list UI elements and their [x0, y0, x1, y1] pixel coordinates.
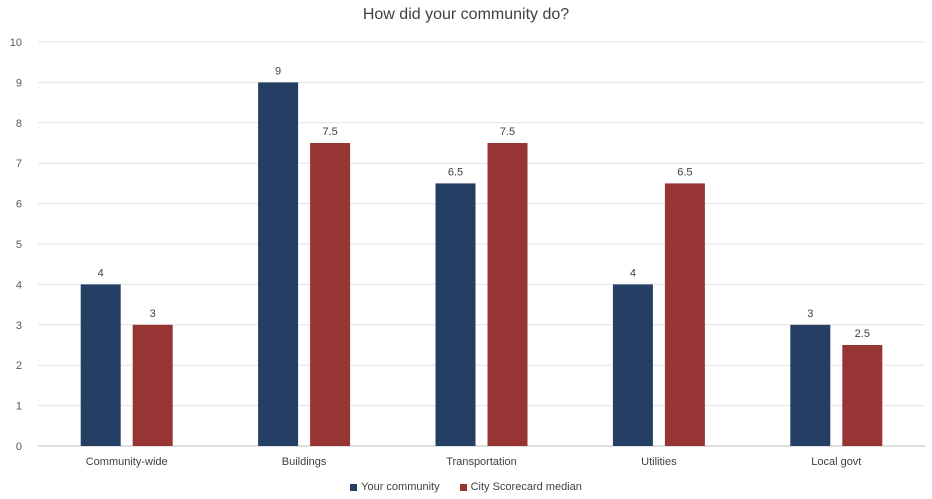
data-label: 3	[807, 308, 813, 320]
bar	[842, 345, 883, 446]
data-label: 6.5	[448, 166, 463, 178]
bar	[487, 143, 528, 446]
bar	[790, 324, 831, 446]
y-tick-label: 8	[16, 118, 22, 130]
legend: Your community City Scorecard median	[0, 481, 932, 493]
bar	[435, 183, 476, 446]
y-tick-label: 9	[16, 77, 22, 89]
x-category-label: Buildings	[282, 456, 327, 468]
legend-item: Your community	[350, 481, 440, 493]
y-tick-label: 7	[16, 158, 22, 170]
data-label: 3	[150, 308, 156, 320]
bar	[258, 82, 299, 447]
legend-label: Your community	[361, 481, 440, 493]
data-label: 4	[98, 267, 104, 279]
legend-swatch	[459, 483, 467, 491]
x-category-label: Community-wide	[86, 456, 168, 468]
bar	[664, 183, 705, 446]
legend-swatch	[350, 483, 358, 491]
y-tick-label: 0	[16, 441, 22, 453]
bar	[310, 143, 351, 446]
y-tick-label: 3	[16, 320, 22, 332]
x-category-label: Transportation	[446, 456, 517, 468]
legend-item: City Scorecard median	[459, 481, 582, 493]
bar	[612, 284, 653, 446]
legend-label: City Scorecard median	[470, 481, 582, 493]
y-tick-label: 4	[16, 279, 22, 291]
data-label: 7.5	[500, 126, 515, 138]
data-label: 6.5	[677, 166, 692, 178]
chart-title: How did your community do?	[362, 6, 570, 23]
data-label: 2.5	[855, 328, 870, 340]
y-tick-label: 1	[16, 401, 22, 413]
y-tick-label: 2	[16, 360, 22, 372]
bar	[80, 284, 121, 446]
bar	[132, 324, 173, 446]
data-label: 4	[630, 267, 636, 279]
x-category-label: Local govt	[811, 456, 861, 468]
y-tick-label: 6	[16, 199, 22, 211]
y-tick-label: 5	[16, 239, 22, 251]
x-category-label: Utilities	[641, 456, 677, 468]
data-label: 7.5	[322, 126, 337, 138]
data-label: 9	[275, 65, 281, 77]
y-tick-label: 10	[10, 37, 22, 49]
